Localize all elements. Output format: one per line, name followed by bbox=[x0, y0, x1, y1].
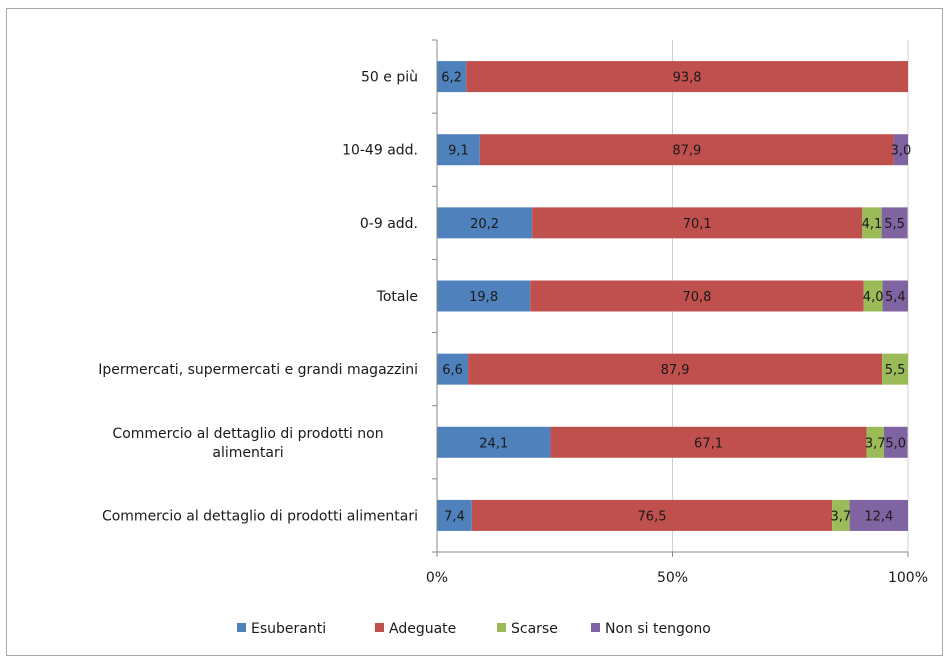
axes bbox=[432, 39, 909, 557]
bar-segment bbox=[883, 426, 908, 458]
data-label: 87,9 bbox=[672, 144, 701, 159]
data-label: 19,8 bbox=[469, 290, 498, 305]
x-tick-label: 100% bbox=[888, 570, 928, 586]
bar-segment bbox=[882, 353, 908, 385]
bar-segment bbox=[466, 61, 908, 93]
data-label: 6,6 bbox=[442, 363, 463, 378]
legend-swatch bbox=[237, 623, 246, 632]
legend-swatch bbox=[375, 623, 384, 632]
bar-segment bbox=[437, 61, 467, 93]
category-label: Ipermercati, supermercati e grandi magaz… bbox=[98, 362, 418, 378]
bar-segment bbox=[893, 134, 908, 166]
category-label: Totale bbox=[376, 289, 418, 305]
data-label: 67,1 bbox=[694, 436, 723, 451]
data-label: 3,7 bbox=[865, 436, 886, 451]
bar-segment bbox=[882, 280, 908, 312]
bars bbox=[437, 61, 908, 531]
data-label: 9,1 bbox=[448, 144, 469, 159]
category-label: 0-9 add. bbox=[360, 216, 418, 232]
bar-segment bbox=[479, 134, 894, 166]
legend-swatch bbox=[591, 623, 600, 632]
data-label: 76,5 bbox=[638, 509, 667, 524]
bar-segment bbox=[862, 207, 882, 239]
x-tick-label: 0% bbox=[426, 570, 448, 586]
bar-segment bbox=[468, 353, 883, 385]
bar-segment bbox=[866, 426, 884, 458]
bar-segment bbox=[832, 499, 850, 531]
bar-segment bbox=[532, 207, 863, 239]
data-label: 12,4 bbox=[864, 509, 893, 524]
legend-label: Non si tengono bbox=[605, 621, 711, 637]
data-label: 70,1 bbox=[683, 217, 712, 232]
category-label: Commercio al dettaglio di prodotti non bbox=[112, 426, 383, 442]
legend-label: Scarse bbox=[511, 621, 558, 637]
data-label: 5,0 bbox=[885, 436, 906, 451]
data-label: 3,7 bbox=[831, 509, 852, 524]
category-label: alimentari bbox=[212, 445, 283, 461]
chart-frame bbox=[6, 8, 943, 656]
legend-swatch bbox=[497, 623, 506, 632]
category-label: Commercio al dettaglio di prodotti alime… bbox=[102, 508, 418, 524]
bar-segment bbox=[437, 353, 469, 385]
x-tick-label: 50% bbox=[657, 570, 688, 586]
legend-label: Esuberanti bbox=[251, 621, 326, 637]
legend-label: Adeguate bbox=[389, 621, 456, 637]
data-label: 5,4 bbox=[885, 290, 906, 305]
category-label: 50 e più bbox=[361, 70, 418, 86]
data-label: 24,1 bbox=[479, 436, 508, 451]
bar-segment bbox=[530, 280, 864, 312]
data-label: 4,1 bbox=[862, 217, 883, 232]
data-label: 4,0 bbox=[863, 290, 884, 305]
data-label: 87,9 bbox=[661, 363, 690, 378]
data-label: 5,5 bbox=[884, 217, 905, 232]
data-label: 20,2 bbox=[470, 217, 499, 232]
bar-segment bbox=[437, 426, 551, 458]
legend: Esuberanti Adeguate Scarse Non si tengono bbox=[237, 621, 711, 637]
labels: 0% 50% 100% 6,2 93,8 50 e più 9,1 87,9 3,0 10-49 … bbox=[98, 70, 928, 586]
category-label: 10-49 add. bbox=[342, 143, 418, 159]
bar-segment bbox=[881, 207, 908, 239]
data-label: 3,0 bbox=[891, 144, 912, 159]
data-label: 6,2 bbox=[441, 71, 462, 86]
data-label: 70,8 bbox=[683, 290, 712, 305]
bar-segment bbox=[437, 499, 472, 531]
data-label: 5,5 bbox=[885, 363, 906, 378]
bar-segment bbox=[437, 207, 533, 239]
data-label: 93,8 bbox=[673, 71, 702, 86]
bar-segment bbox=[863, 280, 883, 312]
bar-segment bbox=[471, 499, 833, 531]
bar-segment bbox=[437, 280, 531, 312]
data-label: 7,4 bbox=[444, 509, 465, 524]
bar-segment bbox=[550, 426, 867, 458]
bar-segment bbox=[437, 134, 480, 166]
bar-segment bbox=[849, 499, 908, 531]
